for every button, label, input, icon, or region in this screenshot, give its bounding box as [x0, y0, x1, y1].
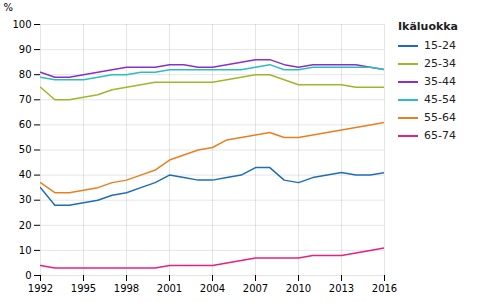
html-text:65-74: 65-74: [424, 129, 456, 142]
html-text:Ikäluokka: Ikäluokka: [398, 20, 458, 33]
svg-text:60: 60: [19, 119, 32, 130]
svg-text:30: 30: [19, 194, 32, 205]
html-text:25-34: 25-34: [424, 57, 456, 70]
svg-text:10: 10: [19, 245, 32, 256]
html-text:55-64: 55-64: [424, 111, 456, 124]
svg-text:2007: 2007: [243, 283, 268, 294]
html-text:45-54: 45-54: [424, 93, 456, 106]
svg-text:2016: 2016: [372, 283, 397, 294]
svg-text:100: 100: [12, 19, 31, 30]
svg-text:2010: 2010: [286, 283, 311, 294]
svg-text:2004: 2004: [200, 283, 225, 294]
svg-text:0: 0: [25, 270, 31, 281]
svg-text:80: 80: [19, 69, 32, 80]
html-text:15-24: 15-24: [424, 39, 456, 52]
svg-text:20: 20: [19, 220, 32, 231]
svg-text:2001: 2001: [157, 283, 182, 294]
svg-text:1992: 1992: [28, 283, 53, 294]
svg-text:70: 70: [19, 94, 32, 105]
svg-text:2013: 2013: [329, 283, 354, 294]
svg-text:90: 90: [19, 44, 32, 55]
svg-text:%: %: [4, 2, 14, 13]
svg-text:1998: 1998: [114, 283, 139, 294]
svg-text:50: 50: [19, 144, 32, 155]
svg-text:1995: 1995: [71, 283, 96, 294]
svg-text:40: 40: [19, 169, 32, 180]
html-text:35-44: 35-44: [424, 75, 456, 88]
